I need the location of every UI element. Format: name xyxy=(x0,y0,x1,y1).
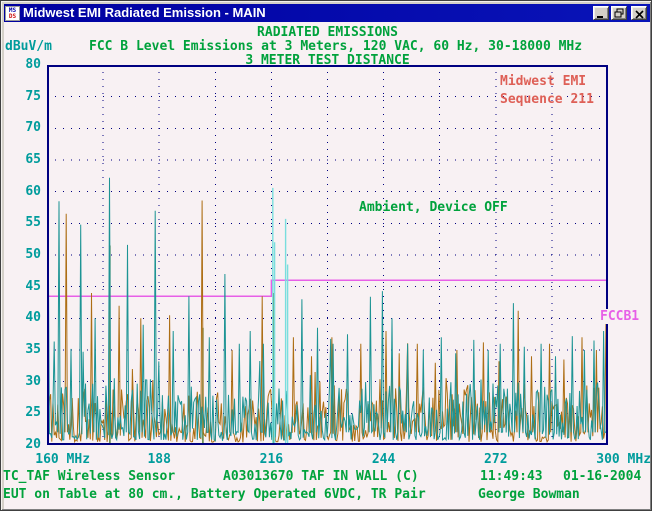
ambient-annotation: Ambient, Device OFF xyxy=(359,200,508,215)
lab-annotation-line2: Sequence 211 xyxy=(500,92,594,107)
close-button[interactable] xyxy=(631,6,647,20)
minimize-button[interactable] xyxy=(593,6,609,20)
x-tick-label: 188 xyxy=(147,452,171,467)
y-tick-label: 75 xyxy=(25,88,41,104)
device-name: TC_TAF Wireless Sensor xyxy=(3,469,176,484)
test-setup: EUT on Table at 80 cm., Battery Operated… xyxy=(3,487,426,502)
y-tick-label: 40 xyxy=(25,310,41,326)
y-tick-label: 70 xyxy=(25,120,41,136)
minimize-icon xyxy=(597,16,603,18)
test-conditions: FCC B Level Emissions at 3 Meters, 120 V… xyxy=(89,39,583,54)
test-distance: 3 METER TEST DISTANCE xyxy=(241,53,414,68)
y-tick-label: 35 xyxy=(25,342,41,357)
limit-line-label-wrap: FCCB1 xyxy=(598,309,642,324)
y-tick-label: 30 xyxy=(25,373,41,389)
y-tick-label: 80 xyxy=(25,57,41,72)
y-axis-unit-label: dBuV/m xyxy=(5,39,52,54)
y-tick-label: 25 xyxy=(25,405,41,421)
lab-annotation-line1: Midwest EMI xyxy=(500,74,587,89)
plot-svg xyxy=(47,65,608,445)
y-tick-label: 45 xyxy=(25,278,41,294)
x-tick-label: 272 xyxy=(484,452,508,467)
app-icon: MS DS xyxy=(5,5,20,21)
operator-name: George Bowman xyxy=(478,487,580,502)
window-controls xyxy=(593,6,647,20)
x-tick-label: 300 MHz xyxy=(596,452,652,467)
title-bar[interactable]: MS DS Midwest EMI Radiated Emission - MA… xyxy=(4,4,650,22)
restore-icon xyxy=(614,8,624,18)
test-time: 11:49:43 xyxy=(480,469,543,484)
y-tick-label: 60 xyxy=(25,183,41,199)
app-icon-text-top: MS xyxy=(8,6,17,14)
y-tick-label: 55 xyxy=(25,215,41,231)
test-date: 01-16-2004 xyxy=(563,469,642,484)
limit-line-label: FCCB1 xyxy=(598,309,642,324)
y-tick-label: 20 xyxy=(25,437,41,452)
report-title: RADIATED EMISSIONS xyxy=(257,25,398,40)
restore-button[interactable] xyxy=(611,6,627,20)
test-id: A03013670 TAF IN WALL (C) xyxy=(223,469,419,484)
app-icon-text-bottom: DS xyxy=(8,12,17,20)
window-title: Midwest EMI Radiated Emission - MAIN xyxy=(23,5,266,20)
x-tick-label: 160 MHz xyxy=(35,452,91,467)
close-icon xyxy=(634,10,644,19)
y-tick-label: 50 xyxy=(25,247,41,262)
x-tick-label: 216 xyxy=(259,452,284,467)
x-tick-label: 244 xyxy=(371,452,396,467)
test-distance-wrap: 3 METER TEST DISTANCE xyxy=(47,53,608,68)
y-tick-label: 65 xyxy=(25,152,41,167)
